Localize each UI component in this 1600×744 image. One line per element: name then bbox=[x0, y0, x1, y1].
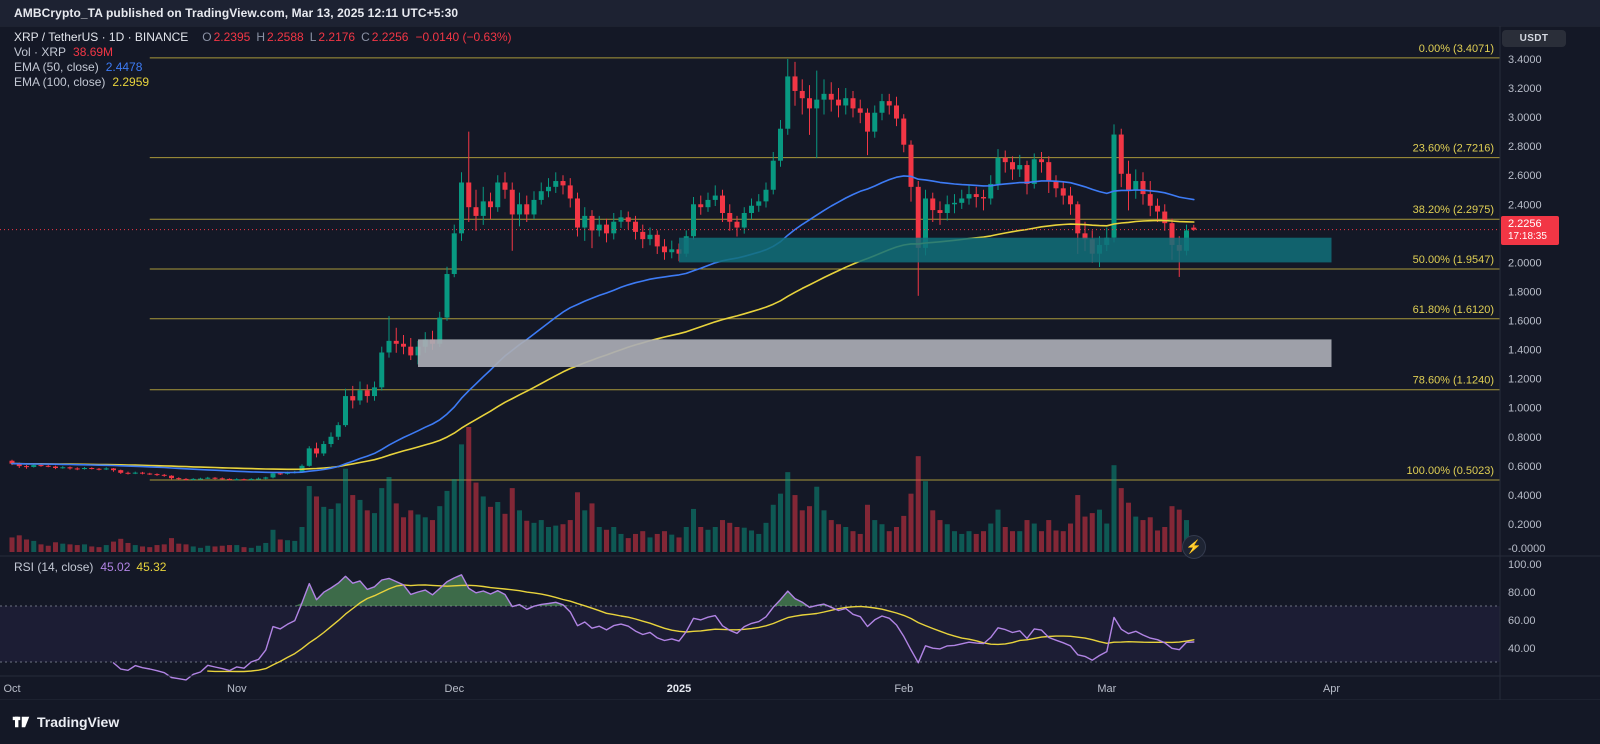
tradingview-logo[interactable] bbox=[12, 713, 30, 731]
svg-text:Feb: Feb bbox=[894, 683, 913, 695]
svg-text:0.2000: 0.2000 bbox=[1508, 519, 1542, 531]
time-scale[interactable]: Oct Nov Dec 2025 Feb Mar Apr bbox=[3, 683, 1340, 695]
svg-text:100.00: 100.00 bbox=[1508, 559, 1542, 571]
ema50-label[interactable]: EMA (50, close) bbox=[14, 60, 99, 74]
ema50-line bbox=[11, 175, 1195, 474]
svg-text:-0.0000: -0.0000 bbox=[1508, 543, 1545, 555]
svg-text:78.60% (1.1240): 78.60% (1.1240) bbox=[1413, 375, 1494, 387]
svg-text:1.0000: 1.0000 bbox=[1508, 403, 1542, 415]
close-value: 2.2256 bbox=[371, 30, 409, 44]
attribution-bar: AMBCrypto_TA published on TradingView.co… bbox=[0, 0, 1600, 26]
last-price-value: 2.2256 bbox=[1508, 218, 1542, 230]
footer-bar: TradingView bbox=[0, 700, 1600, 744]
rsi-ma-value: 45.32 bbox=[136, 560, 167, 574]
ema50-value: 2.4478 bbox=[105, 60, 143, 74]
support-zone[interactable] bbox=[679, 237, 1332, 263]
svg-text:2025: 2025 bbox=[667, 683, 691, 695]
ema100-label[interactable]: EMA (100, close) bbox=[14, 75, 106, 89]
svg-text:100.00% (0.5023): 100.00% (0.5023) bbox=[1407, 465, 1494, 477]
rsi-value: 45.02 bbox=[100, 560, 131, 574]
svg-text:61.80% (1.6120): 61.80% (1.6120) bbox=[1413, 304, 1494, 316]
svg-text:80.00: 80.00 bbox=[1508, 587, 1536, 599]
svg-text:0.4000: 0.4000 bbox=[1508, 490, 1542, 502]
svg-text:2.4000: 2.4000 bbox=[1508, 199, 1542, 211]
open-value: 2.2395 bbox=[213, 30, 251, 44]
chart-canvas[interactable]: 0.00% (3.4071) 23.60% (2.7216) 38.20% (2.2… bbox=[0, 0, 1600, 700]
svg-text:2.6000: 2.6000 bbox=[1508, 170, 1542, 182]
open-label: O bbox=[202, 30, 212, 44]
rsi-label[interactable]: RSI (14, close) bbox=[14, 560, 94, 574]
price-change: −0.0140 (−0.63%) bbox=[415, 30, 512, 44]
svg-text:Dec: Dec bbox=[445, 683, 465, 695]
demand-zone[interactable] bbox=[418, 339, 1332, 367]
price-scale[interactable]: 3.40003.20003.00002.80002.60002.40002.20… bbox=[1508, 54, 1545, 655]
close-label: C bbox=[361, 30, 370, 44]
volume-label[interactable]: Vol · XRP bbox=[14, 45, 67, 59]
svg-text:0.00% (3.4071): 0.00% (3.4071) bbox=[1419, 43, 1494, 55]
symbol-legend-row: XRP / TetherUS · 1D · BINANCE O 2.2395 H… bbox=[14, 30, 512, 45]
svg-text:3.4000: 3.4000 bbox=[1508, 54, 1542, 66]
lightning-icon[interactable]: ⚡ bbox=[1182, 535, 1206, 559]
high-value: 2.2588 bbox=[267, 30, 304, 44]
svg-text:40.00: 40.00 bbox=[1508, 643, 1536, 655]
volume-legend-row: Vol · XRP 38.69M bbox=[14, 45, 512, 60]
lightning-glyph: ⚡ bbox=[1185, 539, 1203, 554]
svg-text:1.6000: 1.6000 bbox=[1508, 316, 1542, 328]
rsi-line bbox=[112, 574, 1195, 681]
svg-text:50.00% (1.9547): 50.00% (1.9547) bbox=[1413, 254, 1494, 266]
currency-toggle-button[interactable]: USDT bbox=[1502, 30, 1566, 47]
rsi-overbought-fill bbox=[113, 574, 1194, 606]
svg-text:38.20% (2.2975): 38.20% (2.2975) bbox=[1413, 204, 1494, 216]
rsi-band bbox=[0, 606, 1500, 662]
candlestick-series bbox=[9, 58, 1197, 481]
low-value: 2.2176 bbox=[318, 30, 356, 44]
svg-text:1.2000: 1.2000 bbox=[1508, 374, 1542, 386]
svg-text:Apr: Apr bbox=[1323, 683, 1340, 695]
svg-text:1.4000: 1.4000 bbox=[1508, 345, 1542, 357]
svg-text:Mar: Mar bbox=[1097, 683, 1116, 695]
svg-text:0.8000: 0.8000 bbox=[1508, 432, 1542, 444]
footer-brand[interactable]: TradingView bbox=[37, 714, 120, 730]
svg-text:2.8000: 2.8000 bbox=[1508, 141, 1542, 153]
ema50-legend-row: EMA (50, close) 2.4478 bbox=[14, 60, 512, 75]
symbol-title[interactable]: XRP / TetherUS · 1D · BINANCE bbox=[14, 30, 189, 44]
attribution-text: AMBCrypto_TA published on TradingView.co… bbox=[14, 6, 459, 20]
legend-overlay: XRP / TetherUS · 1D · BINANCE O 2.2395 H… bbox=[14, 30, 512, 90]
svg-text:3.0000: 3.0000 bbox=[1508, 112, 1542, 124]
svg-text:2.0000: 2.0000 bbox=[1508, 257, 1542, 269]
rsi-ma-line bbox=[207, 584, 1195, 673]
rsi-legend-row: RSI (14, close) 45.02 45.32 bbox=[14, 560, 172, 575]
svg-text:3.2000: 3.2000 bbox=[1508, 83, 1542, 95]
ema100-legend-row: EMA (100, close) 2.2959 bbox=[14, 75, 512, 90]
ema100-value: 2.2959 bbox=[112, 75, 150, 89]
low-label: L bbox=[309, 30, 317, 44]
svg-text:23.60% (2.7216): 23.60% (2.7216) bbox=[1413, 143, 1494, 155]
bar-close-countdown: 17:18:35 bbox=[1508, 231, 1547, 242]
volume-series bbox=[9, 427, 1197, 552]
last-price-badge: 2.2256 17:18:35 bbox=[1501, 216, 1559, 245]
svg-text:60.00: 60.00 bbox=[1508, 615, 1536, 627]
svg-text:0.6000: 0.6000 bbox=[1508, 461, 1542, 473]
svg-text:Oct: Oct bbox=[3, 683, 20, 695]
svg-text:Nov: Nov bbox=[227, 683, 247, 695]
svg-text:1.8000: 1.8000 bbox=[1508, 287, 1542, 299]
high-label: H bbox=[256, 30, 265, 44]
volume-value: 38.69M bbox=[73, 45, 114, 59]
